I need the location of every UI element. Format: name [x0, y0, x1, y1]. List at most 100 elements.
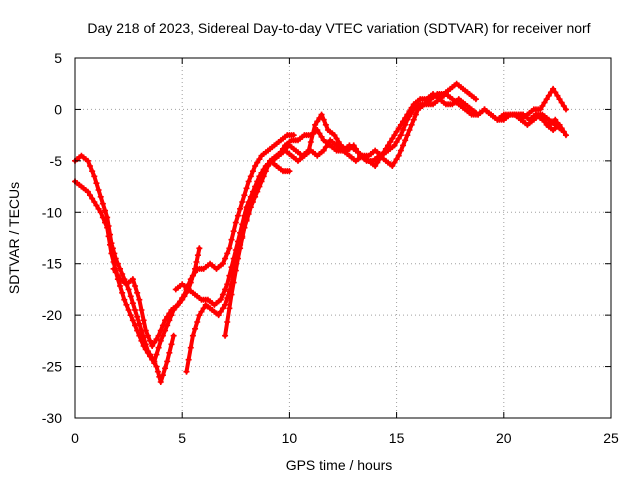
data-point [129, 276, 136, 283]
data-point [318, 111, 325, 118]
data-point [550, 85, 557, 92]
data-point [119, 271, 126, 277]
series-sat-track-2 [72, 178, 177, 385]
data-point [277, 149, 284, 156]
data-point [185, 356, 192, 363]
data-point [217, 308, 224, 315]
data-point [87, 192, 94, 199]
data-point [129, 317, 136, 324]
data-point [254, 159, 261, 166]
data-point [264, 161, 271, 168]
series-sat-track-9 [517, 111, 569, 139]
y-tick-label: 5 [54, 50, 62, 66]
data-point [157, 327, 164, 334]
data-point [222, 286, 229, 293]
data-point [142, 327, 149, 334]
data-point [541, 99, 548, 106]
data-point [262, 164, 269, 171]
data-point [136, 320, 143, 327]
ticks: 0 5 10 15 20 25 5 0 -5 -10 -15 -20 -25 -30 [42, 50, 619, 446]
data-point [114, 272, 121, 279]
data-point [91, 173, 98, 180]
data-point [232, 267, 239, 274]
series-sat-track-6 [222, 157, 293, 339]
data-point [408, 121, 415, 128]
x-axis-label: GPS time / hours [286, 457, 393, 473]
data-point [385, 142, 392, 149]
data-point [226, 305, 233, 312]
data-point [404, 132, 411, 139]
data-point [132, 283, 139, 289]
chart-title: Day 218 of 2023, Sidereal Day-to-day VTE… [87, 20, 590, 36]
data-point [560, 128, 567, 135]
data-point [312, 121, 319, 128]
data-point [196, 312, 203, 319]
y-tick-label: 0 [54, 101, 62, 117]
y-tick-label: -10 [42, 204, 62, 220]
data-point [335, 139, 342, 145]
data-point [320, 116, 327, 123]
data-point [168, 341, 175, 348]
data-point [183, 368, 190, 375]
data-point [391, 132, 398, 139]
data-point [121, 296, 128, 303]
data-point [149, 356, 156, 363]
data-point [119, 289, 126, 296]
data-point [125, 286, 132, 293]
data-point [237, 205, 244, 212]
data-point [140, 317, 147, 324]
data-point [389, 135, 396, 142]
data-point [194, 319, 201, 325]
data-point [189, 272, 196, 279]
data-point [134, 327, 141, 334]
data-point [539, 115, 546, 121]
series-sat-track-5 [172, 91, 565, 308]
data-point [110, 265, 117, 272]
data-point [136, 296, 143, 303]
data-point [400, 127, 407, 133]
data-point [395, 135, 402, 142]
data-point [102, 207, 109, 214]
data-point [393, 156, 400, 163]
data-point [138, 337, 145, 344]
data-point [314, 127, 321, 133]
data-point [391, 142, 398, 149]
data-point [275, 152, 282, 159]
data-point [387, 139, 394, 145]
data-point [99, 214, 106, 221]
data-point [156, 373, 163, 380]
data-point [247, 199, 254, 205]
data-point [123, 301, 130, 308]
data-point [224, 281, 231, 288]
data-point [260, 168, 267, 175]
y-tick-label: -25 [42, 359, 62, 375]
data-point [307, 139, 314, 145]
data-point [185, 281, 192, 288]
data-point [316, 115, 323, 121]
data-point [224, 319, 231, 325]
data-point [87, 163, 94, 169]
data-point [144, 349, 151, 356]
data-point [89, 168, 96, 175]
y-tick-label: -30 [42, 410, 62, 426]
data-point [164, 313, 171, 320]
y-tick-label: -5 [50, 153, 63, 169]
data-point [228, 236, 235, 243]
x-tick-label: 20 [496, 430, 512, 446]
data-point [241, 224, 248, 231]
data-point [162, 317, 169, 324]
data-point [157, 379, 164, 385]
data-point [174, 301, 181, 308]
data-point [228, 291, 235, 298]
data-point [318, 133, 325, 140]
data-point [249, 168, 256, 175]
data-point [97, 193, 104, 200]
series-line [184, 81, 478, 374]
data-point [134, 313, 141, 320]
data-point [95, 205, 102, 212]
data-point [181, 291, 188, 298]
data-point [554, 92, 561, 99]
data-point [249, 193, 256, 200]
data-point [117, 265, 124, 272]
